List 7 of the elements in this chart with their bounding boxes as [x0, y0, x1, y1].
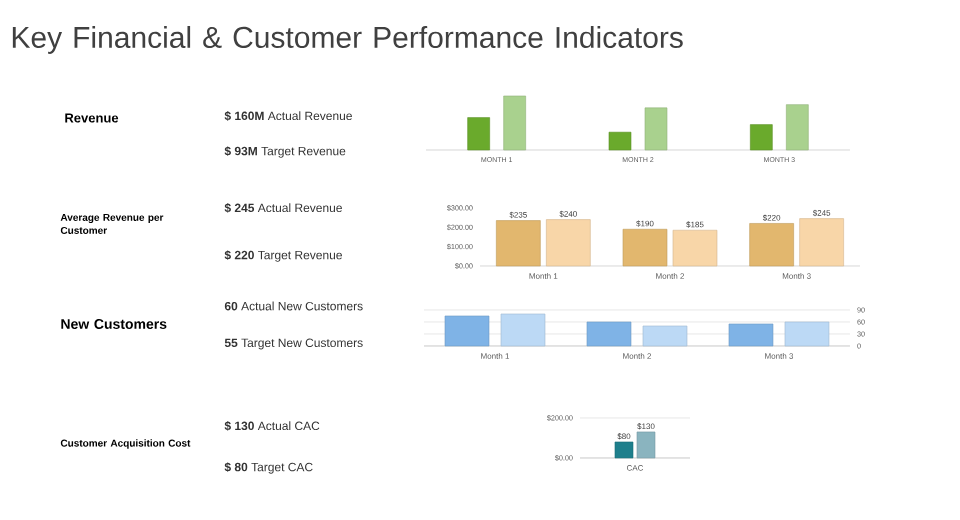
bar	[608, 131, 632, 151]
text: Key Financial & Customer Performance Indicators	[12, 26, 683, 54]
bar	[503, 95, 526, 151]
bar	[750, 124, 773, 151]
bar	[786, 104, 809, 151]
bar	[644, 107, 668, 151]
bar	[467, 117, 490, 151]
